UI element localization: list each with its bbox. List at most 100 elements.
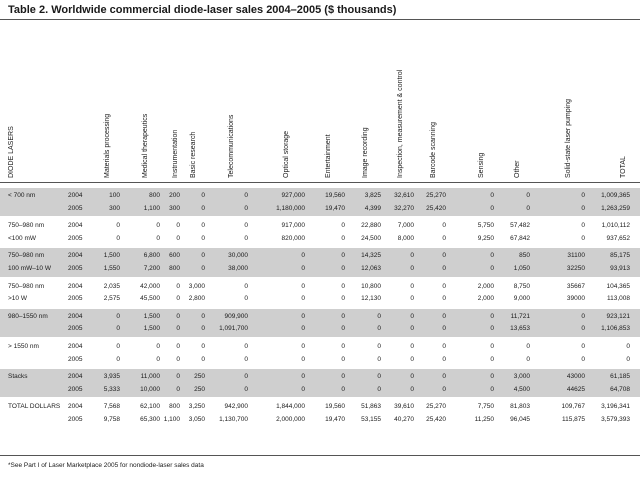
table-cell: 9,250 [477, 234, 494, 242]
table-cell: 0 [626, 343, 630, 350]
table-cell: 11,250 [474, 416, 494, 423]
row-label: 750–980 nm [8, 222, 45, 230]
table-cell: 1,130,700 [219, 416, 248, 423]
table-cell: 0 [341, 373, 345, 381]
table-cell: 85,175 [610, 252, 630, 260]
table-cell: 0 [201, 265, 205, 272]
table-cell: 43000 [566, 373, 585, 381]
table-cell: 0 [176, 355, 180, 363]
column-header: Other [514, 160, 521, 178]
row-year: 2004 [68, 312, 83, 320]
table-cell: 1,100 [163, 416, 180, 423]
table-cell: 0 [490, 373, 494, 381]
table-cell: 0 [244, 355, 248, 363]
table-cell: 3,000 [188, 282, 205, 290]
row-label: TOTAL DOLLARS [8, 403, 61, 411]
table-cell: 0 [442, 343, 446, 350]
table-cell: 923,121 [606, 312, 631, 320]
table-cell: 0 [341, 325, 345, 333]
table-cell: 0 [377, 325, 381, 333]
table-cell: 8,750 [513, 282, 530, 290]
table-cell: 0 [341, 343, 345, 350]
table-cell: 1,500 [143, 325, 160, 333]
table-cell: 0 [442, 282, 446, 290]
table-cell: 0 [244, 373, 248, 381]
row-label: > 1550 nm [8, 343, 39, 350]
table-cell: 19,470 [325, 416, 345, 423]
table-cell: 0 [377, 343, 381, 350]
table-cell: 0 [116, 234, 120, 242]
table-cell: 1,091,700 [219, 325, 248, 333]
table-row: 2005 0 1,500 0 0 1,091,700 0 0 0 0 0 0 13,653 0 1,106,… [0, 323, 640, 335]
table-cell: 4,399 [364, 204, 381, 212]
table-cell: 1,550 [103, 265, 120, 272]
table-cell: 0 [301, 355, 305, 363]
table-cell: 0 [377, 373, 381, 381]
table-cell: 115,875 [561, 416, 585, 423]
table-cell: 0 [301, 385, 305, 393]
table-cell: 0 [301, 373, 305, 381]
table-cell: 0 [116, 343, 120, 350]
table-cell: 5,333 [103, 385, 120, 393]
table-cell: 0 [526, 355, 530, 363]
table-cell: 0 [176, 222, 180, 230]
row-year: 2005 [68, 385, 83, 393]
table-cell: 0 [410, 295, 414, 303]
table-cell: 45,500 [140, 295, 160, 303]
table-cell: 0 [301, 312, 305, 320]
table-cell: 0 [526, 343, 530, 350]
table-cell: 0 [301, 343, 305, 350]
table-cell: 0 [410, 355, 414, 363]
table-cell: 0 [490, 192, 494, 199]
table-cell: 0 [244, 222, 248, 230]
row-year: 2005 [68, 355, 83, 363]
table-cell: 0 [442, 312, 446, 320]
table-cell: 1,050 [513, 265, 530, 272]
table-cell: 0 [156, 343, 160, 350]
table-cell: 0 [201, 252, 205, 260]
table-cell: 25,270 [426, 403, 446, 411]
table-cell: 0 [410, 252, 414, 260]
table-cell: 9,000 [513, 295, 530, 303]
table-cell: 2,000,000 [276, 416, 305, 423]
column-header: Barcode scanning [430, 121, 437, 178]
table-cell: 2,800 [188, 295, 205, 303]
table-cell: 1,100 [143, 204, 160, 212]
title-rule [0, 19, 640, 20]
table-cell: 0 [176, 295, 180, 303]
table-cell: 0 [301, 325, 305, 333]
table-cell: 0 [526, 204, 530, 212]
row-group-band [0, 308, 640, 337]
table-cell: 7,750 [477, 403, 494, 411]
table-cell: 0 [490, 343, 494, 350]
table-cell: 19,560 [325, 192, 345, 199]
table-cell: 0 [176, 373, 180, 381]
table-cell: 11,721 [510, 312, 530, 320]
table-cell: 0 [410, 343, 414, 350]
table-cell: 937,652 [606, 234, 631, 242]
table-cell: 100 [109, 192, 120, 199]
table-cell: 0 [116, 312, 120, 320]
table-cell: 1,263,259 [601, 204, 630, 212]
row-year: 2004 [68, 252, 83, 260]
table-row: 2005 5,333 10,000 0 250 0 0 0 0 0 0 0 4,500 44625 64,7… [0, 384, 640, 396]
table-cell: 0 [442, 265, 446, 272]
header-rule [0, 182, 640, 183]
column-header: Telecommunications [228, 114, 235, 178]
table-cell: 2,000 [477, 295, 494, 303]
column-header: Materials processing [104, 113, 111, 178]
table-cell: 10,000 [140, 385, 160, 393]
table-cell: 0 [201, 204, 205, 212]
table-cell: 0 [581, 222, 585, 230]
table-cell: 3,579,393 [601, 416, 630, 423]
table-cell: 31100 [567, 252, 585, 260]
table-cell: 13,653 [510, 325, 530, 333]
table-cell: 39000 [566, 295, 585, 303]
table-cell: 0 [581, 234, 585, 242]
table-cell: 2,000 [477, 282, 494, 290]
column-header: Medical therapeutics [142, 113, 149, 178]
table-cell: 3,825 [364, 192, 381, 199]
table-cell: 0 [442, 373, 446, 381]
table-cell: 67,842 [510, 234, 530, 242]
table-row: TOTAL DOLLARS 2004 7,568 62,100 800 3,250 942,… [0, 401, 640, 413]
